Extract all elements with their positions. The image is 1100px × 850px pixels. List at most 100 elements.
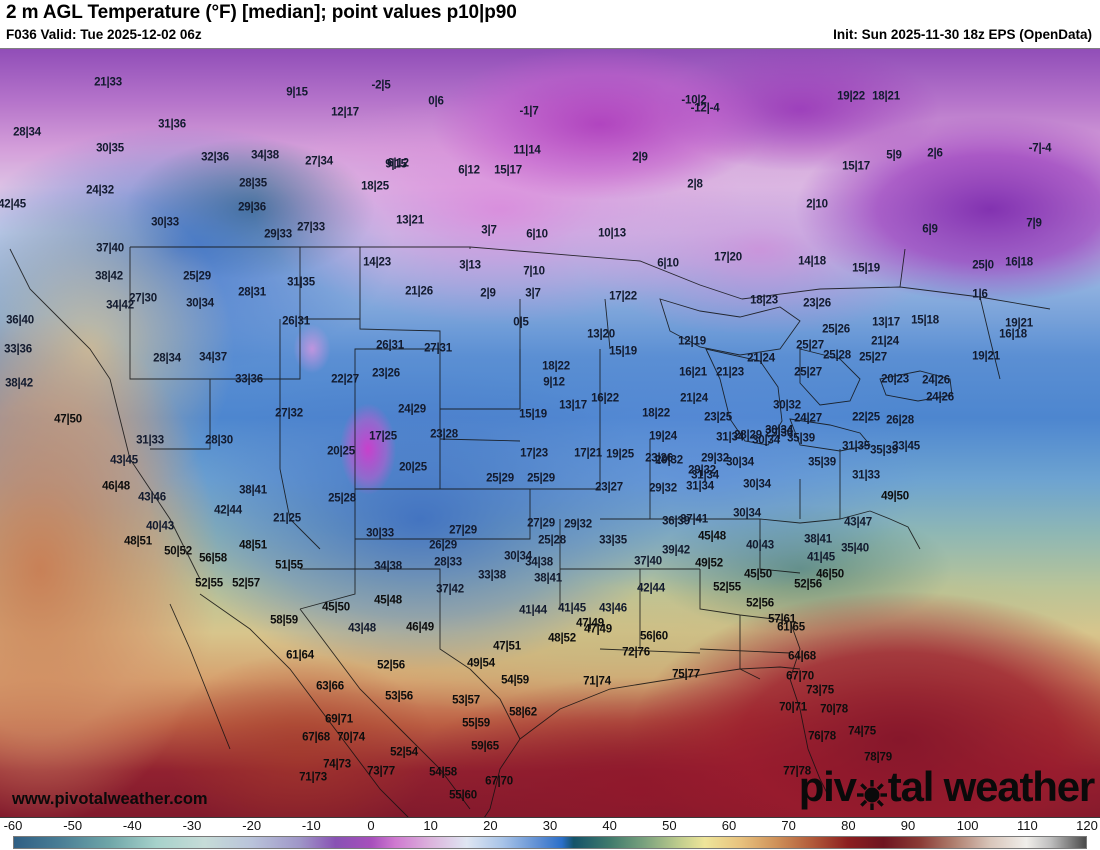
colorbar-tick--60: -60: [3, 818, 23, 833]
watermark-text-right: tal weather: [887, 763, 1095, 810]
point-value-label: 9|15: [385, 158, 407, 171]
point-value-label: 9|12: [543, 376, 565, 389]
point-value-label: 71|73: [299, 771, 327, 784]
point-value-label: 51|55: [275, 559, 303, 572]
point-value-label: 7|9: [1026, 217, 1042, 230]
point-value-label: 43|46: [599, 602, 627, 615]
point-value-label: 49|50: [881, 490, 909, 503]
point-value-label: 21|33: [94, 76, 122, 89]
point-value-label: 14|23: [363, 256, 391, 269]
point-value-label: 31|35: [287, 276, 315, 289]
point-value-label: 52|56: [746, 597, 774, 610]
point-value-label: 37|42: [436, 583, 464, 596]
point-value-label: 17|25: [369, 430, 397, 443]
point-value-label: 31|34: [691, 469, 719, 482]
site-url-label: www.pivotalweather.com: [12, 790, 208, 808]
colorbar-tick--50: -50: [63, 818, 83, 833]
point-value-label: 35|40: [841, 542, 869, 555]
point-value-label: 23|26: [803, 297, 831, 310]
point-value-label: 30|33: [151, 216, 179, 229]
point-value-label: 71|74: [583, 675, 611, 688]
point-value-label: 13|20: [587, 328, 615, 341]
point-value-label: 21|24: [680, 392, 708, 405]
point-value-label: 31|33: [136, 434, 164, 447]
point-value-label: 35|39: [870, 444, 898, 457]
point-value-label: 74|73: [323, 758, 351, 771]
colorbar-gradient[interactable]: [13, 836, 1087, 849]
point-value-label: 30|34: [743, 478, 771, 491]
point-value-label: 30|34: [752, 434, 780, 447]
point-value-label: 21|26: [405, 285, 433, 298]
point-value-label: 23|26: [372, 367, 400, 380]
point-value-label: 55|59: [462, 717, 490, 730]
point-value-label: 33|35: [599, 534, 627, 547]
point-value-label: 73|75: [806, 684, 834, 697]
init-time-label: Init: Sun 2025-11-30 18z EPS (OpenData): [833, 27, 1092, 42]
point-value-label: 6|12: [387, 157, 409, 170]
point-value-label: 43|47: [844, 516, 872, 529]
point-value-label: 52|56: [794, 578, 822, 591]
point-value-label: 70|71: [779, 701, 807, 714]
point-value-label: 20|25: [399, 461, 427, 474]
point-value-label: 26|29: [429, 539, 457, 552]
point-value-label: 29|32: [688, 464, 716, 477]
point-value-label: 30|34: [765, 424, 793, 437]
colorbar-tick-70: 70: [781, 818, 796, 833]
point-value-label: 0|5: [513, 316, 529, 329]
point-value-label: 43|46: [138, 491, 166, 504]
colorbar-tick-40: 40: [602, 818, 617, 833]
point-value-label: 16|21: [679, 366, 707, 379]
point-value-label: 25|27: [859, 351, 887, 364]
point-value-label: 46|48: [102, 480, 130, 493]
point-value-label: 45|48: [374, 594, 402, 607]
point-value-label: 11|14: [513, 144, 541, 157]
valid-time-label: F036 Valid: Tue 2025-12-02 06z: [6, 27, 202, 42]
point-value-label: 3|7: [481, 224, 497, 237]
point-value-label: 54|59: [501, 674, 529, 687]
point-value-label: 49|52: [695, 557, 723, 570]
point-value-label: 12|19: [678, 335, 706, 348]
point-value-label: 24|26: [926, 391, 954, 404]
point-value-label: 2|9: [480, 287, 496, 300]
colorbar-tick-90: 90: [900, 818, 916, 833]
point-value-label: 19|22: [837, 90, 865, 103]
point-value-label: 19|21: [1005, 317, 1033, 330]
point-value-label: 16|18: [999, 328, 1027, 341]
point-value-label: 27|33: [297, 221, 325, 234]
point-value-label: 76|78: [808, 730, 836, 743]
point-value-label: 47|49: [584, 623, 612, 636]
point-value-label: 28|30: [205, 434, 233, 447]
point-value-label: 58|62: [509, 706, 537, 719]
point-value-label: 53|57: [452, 694, 480, 707]
point-value-label: 6|10: [657, 257, 679, 270]
point-value-label: 2|6: [927, 147, 943, 160]
point-value-label: 38|41: [534, 572, 562, 585]
point-value-label: 32|36: [201, 151, 229, 164]
point-value-label: 30|34: [504, 550, 532, 563]
point-value-label: 28|35: [239, 177, 267, 190]
point-value-label: 25|0: [972, 259, 994, 272]
colorbar-tick-30: 30: [542, 818, 558, 833]
point-value-label: 3|13: [459, 259, 481, 272]
point-value-label: 33|45: [892, 440, 920, 453]
point-value-label: 2|10: [806, 198, 828, 211]
point-value-label: 70|74: [337, 731, 365, 744]
point-value-label: 25|27: [794, 366, 822, 379]
point-value-label: 31|34: [716, 431, 744, 444]
point-value-label: 9|15: [286, 86, 308, 99]
point-value-label: 2|8: [687, 178, 703, 191]
point-value-label: 52|54: [390, 746, 418, 759]
point-value-label: 25|29: [527, 472, 555, 485]
point-value-label: 29|32: [701, 452, 729, 465]
point-value-label: 38|41: [239, 484, 267, 497]
map-viewport[interactable]: 21|33 28|34 31|36 30|35 32|36 34|38 27|34 24|32…: [0, 48, 1100, 818]
point-value-label: 25|29: [486, 472, 514, 485]
point-value-label: 18|25: [361, 180, 389, 193]
point-value-label: 17|22: [609, 290, 637, 303]
point-value-label: 18|21: [872, 90, 900, 103]
point-value-label: 58|59: [270, 614, 298, 627]
point-value-label: -7|-4: [1028, 142, 1052, 155]
point-value-label: 56|60: [640, 630, 668, 643]
pivotal-weather-watermark: piv: [799, 763, 1095, 811]
